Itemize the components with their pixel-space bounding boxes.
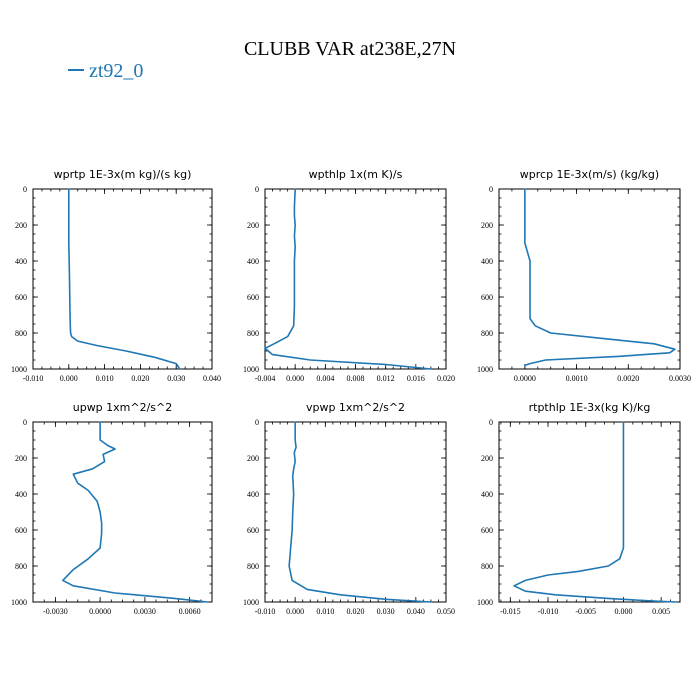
x-tick-label: 0.0030 xyxy=(134,607,156,616)
y-tick-label: 400 xyxy=(247,257,259,266)
plot-frame xyxy=(32,421,213,603)
plot-frame xyxy=(498,421,681,603)
y-tick-label: 400 xyxy=(247,490,259,499)
y-tick-label: 200 xyxy=(15,221,27,230)
y-tick-label: 800 xyxy=(481,329,493,338)
y-tick-label: 800 xyxy=(247,562,259,571)
y-tick-label: 600 xyxy=(481,526,493,535)
y-tick-label: 200 xyxy=(481,454,493,463)
y-tick-label: 200 xyxy=(247,454,259,463)
x-tick-label: 0.010 xyxy=(96,374,114,383)
x-tick-label: -0.004 xyxy=(255,374,276,383)
y-tick-label: 200 xyxy=(481,221,493,230)
y-tick-label: 400 xyxy=(15,257,27,266)
x-tick-label: 0.020 xyxy=(347,607,365,616)
x-tick-label: 0.010 xyxy=(316,607,334,616)
subplot-4: upwp 1xm^2/s^2 -0.0030 0.0000 0.0030 0.0060 0… xyxy=(11,401,213,616)
x-tick-label: -0.005 xyxy=(575,607,596,616)
x-tick-label: 0.050 xyxy=(437,607,455,616)
y-tick-label: 600 xyxy=(15,526,27,535)
y-tick-label: 400 xyxy=(15,490,27,499)
y-tick-label: 1000 xyxy=(477,598,493,607)
subplot-2: wpthlp 1x(m K)/s -0.004 0.000 0.004 0.008 0.0… xyxy=(243,168,455,383)
subplot-title: upwp 1xm^2/s^2 xyxy=(73,401,173,414)
plot-frame xyxy=(32,188,213,370)
subplot-title: rtpthlp 1E-3x(kg K)/kg xyxy=(529,401,651,414)
figure-title: CLUBB VAR at238E,27N xyxy=(244,38,456,60)
y-tick-label: 800 xyxy=(15,562,27,571)
series-line-zt92_0 xyxy=(62,421,209,603)
y-tick-label: 0 xyxy=(255,418,259,427)
subplot-3: wprcp 1E-3x(m/s) (kg/kg) 0.0000 0.0010 0.00… xyxy=(477,168,691,383)
x-tick-label: 0.030 xyxy=(377,607,395,616)
x-tick-label: 0.030 xyxy=(167,374,185,383)
x-tick-label: 0.004 xyxy=(316,374,334,383)
x-tick-label: -0.010 xyxy=(255,607,276,616)
subplot-title: wpthlp 1x(m K)/s xyxy=(309,168,403,181)
subplot-title: wprtp 1E-3x(m kg)/(s kg) xyxy=(54,168,192,181)
y-tick-label: 0 xyxy=(489,185,493,194)
x-tick-label: 0.0020 xyxy=(617,374,639,383)
x-tick-label: -0.010 xyxy=(538,607,559,616)
y-tick-label: 600 xyxy=(247,526,259,535)
series-line-zt92_0 xyxy=(68,188,181,370)
plot-frame xyxy=(498,188,681,370)
y-tick-label: 0 xyxy=(255,185,259,194)
x-tick-label: 0.000 xyxy=(286,374,304,383)
series-line-zt92_0 xyxy=(524,188,676,367)
x-tick-label: 0.000 xyxy=(286,607,304,616)
y-tick-label: 0 xyxy=(23,185,27,194)
x-tick-label: -0.015 xyxy=(500,607,521,616)
series-line-zt92_0 xyxy=(264,188,432,370)
series-line-zt92_0 xyxy=(513,421,678,603)
subplot-title: wprcp 1E-3x(m/s) (kg/kg) xyxy=(520,168,659,181)
y-tick-label: 800 xyxy=(481,562,493,571)
y-tick-label: 1000 xyxy=(11,365,27,374)
x-tick-label: 0.0030 xyxy=(669,374,691,383)
legend-label: zt92_0 xyxy=(89,60,143,82)
x-tick-label: 0.000 xyxy=(614,607,632,616)
y-tick-label: 400 xyxy=(481,490,493,499)
subplot-1: wprtp 1E-3x(m kg)/(s kg) -0.010 0.000 0.010… xyxy=(11,168,221,383)
y-tick-label: 0 xyxy=(489,418,493,427)
subplot-title: vpwp 1xm^2/s^2 xyxy=(306,401,405,414)
subplot-6: rtpthlp 1E-3x(kg K)/kg -0.015 -0.010 -0.005… xyxy=(477,401,681,616)
series-line-zt92_0 xyxy=(288,421,432,603)
x-tick-label: 0.005 xyxy=(652,607,670,616)
x-tick-label: 0.0000 xyxy=(514,374,536,383)
x-tick-label: -0.0030 xyxy=(43,607,68,616)
x-tick-label: 0.016 xyxy=(407,374,425,383)
subplot-5: vpwp 1xm^2/s^2 -0.010 0.000 0.010 0.020 0.030… xyxy=(243,401,455,616)
y-tick-label: 0 xyxy=(23,418,27,427)
x-tick-label: 0.020 xyxy=(437,374,455,383)
y-tick-label: 1000 xyxy=(243,365,259,374)
subplot-grid: wprtp 1E-3x(m kg)/(s kg) -0.010 0.000 0.010… xyxy=(11,168,691,616)
figure-legend: zt92_0 xyxy=(68,60,143,82)
y-tick-label: 1000 xyxy=(477,365,493,374)
x-tick-label: 0.008 xyxy=(347,374,365,383)
y-tick-label: 400 xyxy=(481,257,493,266)
y-tick-label: 200 xyxy=(247,221,259,230)
y-tick-label: 200 xyxy=(15,454,27,463)
y-tick-label: 600 xyxy=(15,293,27,302)
x-tick-label: 0.012 xyxy=(377,374,395,383)
x-tick-label: 0.040 xyxy=(203,374,221,383)
x-tick-label: 0.0000 xyxy=(89,607,111,616)
y-tick-label: 800 xyxy=(247,329,259,338)
y-tick-label: 600 xyxy=(247,293,259,302)
x-tick-label: -0.010 xyxy=(23,374,44,383)
y-tick-label: 1000 xyxy=(243,598,259,607)
x-tick-label: 0.0010 xyxy=(566,374,588,383)
x-tick-label: 0.020 xyxy=(131,374,149,383)
y-tick-label: 800 xyxy=(15,329,27,338)
y-tick-label: 600 xyxy=(481,293,493,302)
x-tick-label: 0.040 xyxy=(407,607,425,616)
plot-frame xyxy=(264,188,447,370)
x-tick-label: 0.0060 xyxy=(179,607,201,616)
x-tick-label: 0.000 xyxy=(60,374,78,383)
y-tick-label: 1000 xyxy=(11,598,27,607)
